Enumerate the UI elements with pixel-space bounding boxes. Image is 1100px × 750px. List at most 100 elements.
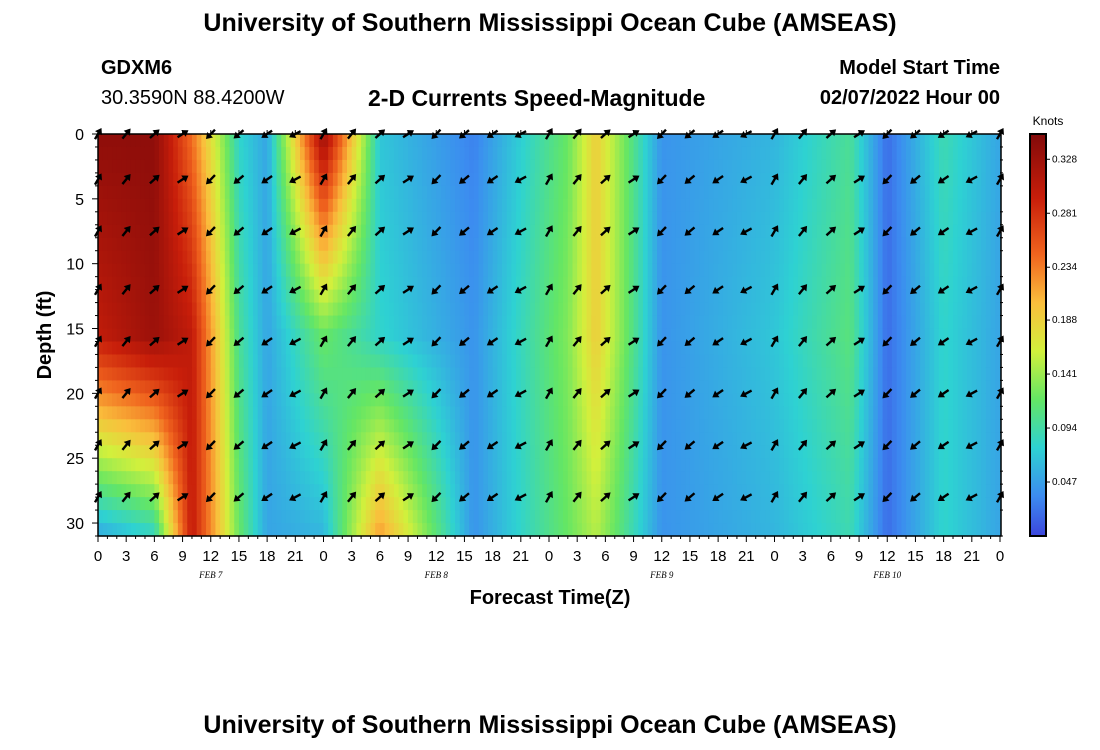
heatmap-cell bbox=[816, 393, 823, 407]
heatmap-cell bbox=[445, 497, 451, 511]
heatmap-cell bbox=[318, 341, 325, 356]
heatmap-cell bbox=[154, 315, 160, 330]
heatmap-cell bbox=[732, 432, 738, 446]
heatmap-cell bbox=[652, 393, 658, 407]
heatmap-cell bbox=[483, 315, 489, 330]
heatmap-cell bbox=[802, 341, 808, 356]
heatmap-cell bbox=[332, 237, 339, 252]
heatmap-cell bbox=[140, 198, 146, 213]
heatmap-cell bbox=[379, 419, 386, 433]
heatmap-cell bbox=[440, 354, 447, 369]
heatmap-cell bbox=[426, 224, 433, 239]
heatmap-cell bbox=[680, 523, 686, 537]
heatmap-cell bbox=[666, 367, 672, 381]
heatmap-cell bbox=[844, 484, 851, 498]
heatmap-cell bbox=[816, 445, 823, 459]
heatmap-cell bbox=[487, 510, 494, 524]
heatmap-cell bbox=[337, 354, 343, 369]
heatmap-cell bbox=[530, 458, 536, 472]
heatmap-cell bbox=[657, 276, 663, 291]
heatmap-cell bbox=[281, 458, 287, 472]
heatmap-cell bbox=[450, 432, 456, 446]
heatmap-cell bbox=[408, 315, 414, 330]
heatmap-cell bbox=[257, 393, 264, 407]
heatmap-cell bbox=[318, 354, 325, 369]
heatmap-cell bbox=[741, 458, 747, 472]
heatmap-cell bbox=[257, 315, 264, 330]
heatmap-cell bbox=[173, 458, 179, 472]
heatmap-cell bbox=[755, 510, 762, 524]
heatmap-cell bbox=[642, 393, 649, 407]
heatmap-cell bbox=[440, 432, 447, 446]
heatmap-cell bbox=[361, 484, 367, 498]
heatmap-cell bbox=[572, 146, 578, 161]
heatmap-cell bbox=[248, 185, 254, 200]
heatmap-cell bbox=[224, 263, 231, 278]
heatmap-cell bbox=[121, 224, 127, 239]
heatmap-cell bbox=[741, 315, 747, 330]
heatmap-cell bbox=[497, 224, 503, 239]
heatmap-cell bbox=[830, 393, 837, 407]
heatmap-cell bbox=[544, 419, 550, 433]
heatmap-cell bbox=[807, 471, 813, 485]
heatmap-cell bbox=[309, 172, 315, 187]
heatmap-cell bbox=[783, 146, 790, 161]
heatmap-cell bbox=[379, 484, 386, 498]
heatmap-cell bbox=[647, 315, 653, 330]
heatmap-cell bbox=[666, 185, 672, 200]
heatmap-cell bbox=[746, 185, 752, 200]
heatmap-cell bbox=[135, 510, 141, 524]
heatmap-cell bbox=[807, 497, 813, 511]
heatmap-cell bbox=[346, 471, 353, 485]
heatmap-cell bbox=[215, 458, 221, 472]
heatmap-cell bbox=[642, 172, 649, 187]
heatmap-cell bbox=[234, 510, 240, 524]
heatmap-cell bbox=[516, 276, 522, 291]
heatmap-cell bbox=[361, 523, 367, 537]
heatmap-cell bbox=[201, 237, 207, 252]
heatmap-cell bbox=[318, 185, 325, 200]
heatmap-cell bbox=[464, 523, 470, 537]
heatmap-cell bbox=[238, 497, 245, 511]
heatmap-cell bbox=[473, 185, 480, 200]
heatmap-cell bbox=[506, 211, 513, 226]
heatmap-cell bbox=[154, 250, 160, 265]
heatmap-cell bbox=[126, 211, 132, 226]
heatmap-cell bbox=[393, 302, 400, 317]
heatmap-cell bbox=[746, 211, 752, 226]
heatmap-cell bbox=[732, 185, 738, 200]
heatmap-cell bbox=[238, 380, 245, 394]
heatmap-cell bbox=[121, 458, 127, 472]
heatmap-cell bbox=[243, 134, 249, 148]
heatmap-cell bbox=[154, 393, 160, 407]
heatmap-cell bbox=[765, 250, 771, 265]
heatmap-cell bbox=[844, 289, 851, 304]
heatmap-cell bbox=[732, 471, 738, 485]
heatmap-cell bbox=[581, 497, 588, 511]
heatmap-cell bbox=[121, 198, 127, 213]
heatmap-cell bbox=[243, 510, 249, 524]
heatmap-cell bbox=[586, 302, 592, 317]
heatmap-cell bbox=[835, 341, 841, 356]
heatmap-cell bbox=[605, 263, 611, 278]
heatmap-cell bbox=[182, 523, 188, 537]
heatmap-cell bbox=[370, 134, 376, 148]
heatmap-cell bbox=[149, 198, 155, 213]
heatmap-cell bbox=[807, 341, 813, 356]
heatmap-cell bbox=[257, 510, 264, 524]
heatmap-cell bbox=[595, 315, 602, 330]
heatmap-cell bbox=[840, 341, 846, 356]
heatmap-cell bbox=[492, 419, 498, 433]
heatmap-cell bbox=[642, 367, 649, 381]
heatmap-cell bbox=[835, 146, 841, 161]
heatmap-cell bbox=[431, 159, 437, 174]
heatmap-cell bbox=[248, 510, 254, 524]
heatmap-cell bbox=[177, 263, 184, 278]
heatmap-cell bbox=[168, 276, 174, 291]
heatmap-cell bbox=[699, 406, 705, 420]
heatmap-cell bbox=[577, 198, 583, 213]
heatmap-cell bbox=[356, 393, 362, 407]
heatmap-cell bbox=[751, 445, 757, 459]
heatmap-cell bbox=[191, 445, 198, 459]
heatmap-cell bbox=[187, 302, 193, 317]
